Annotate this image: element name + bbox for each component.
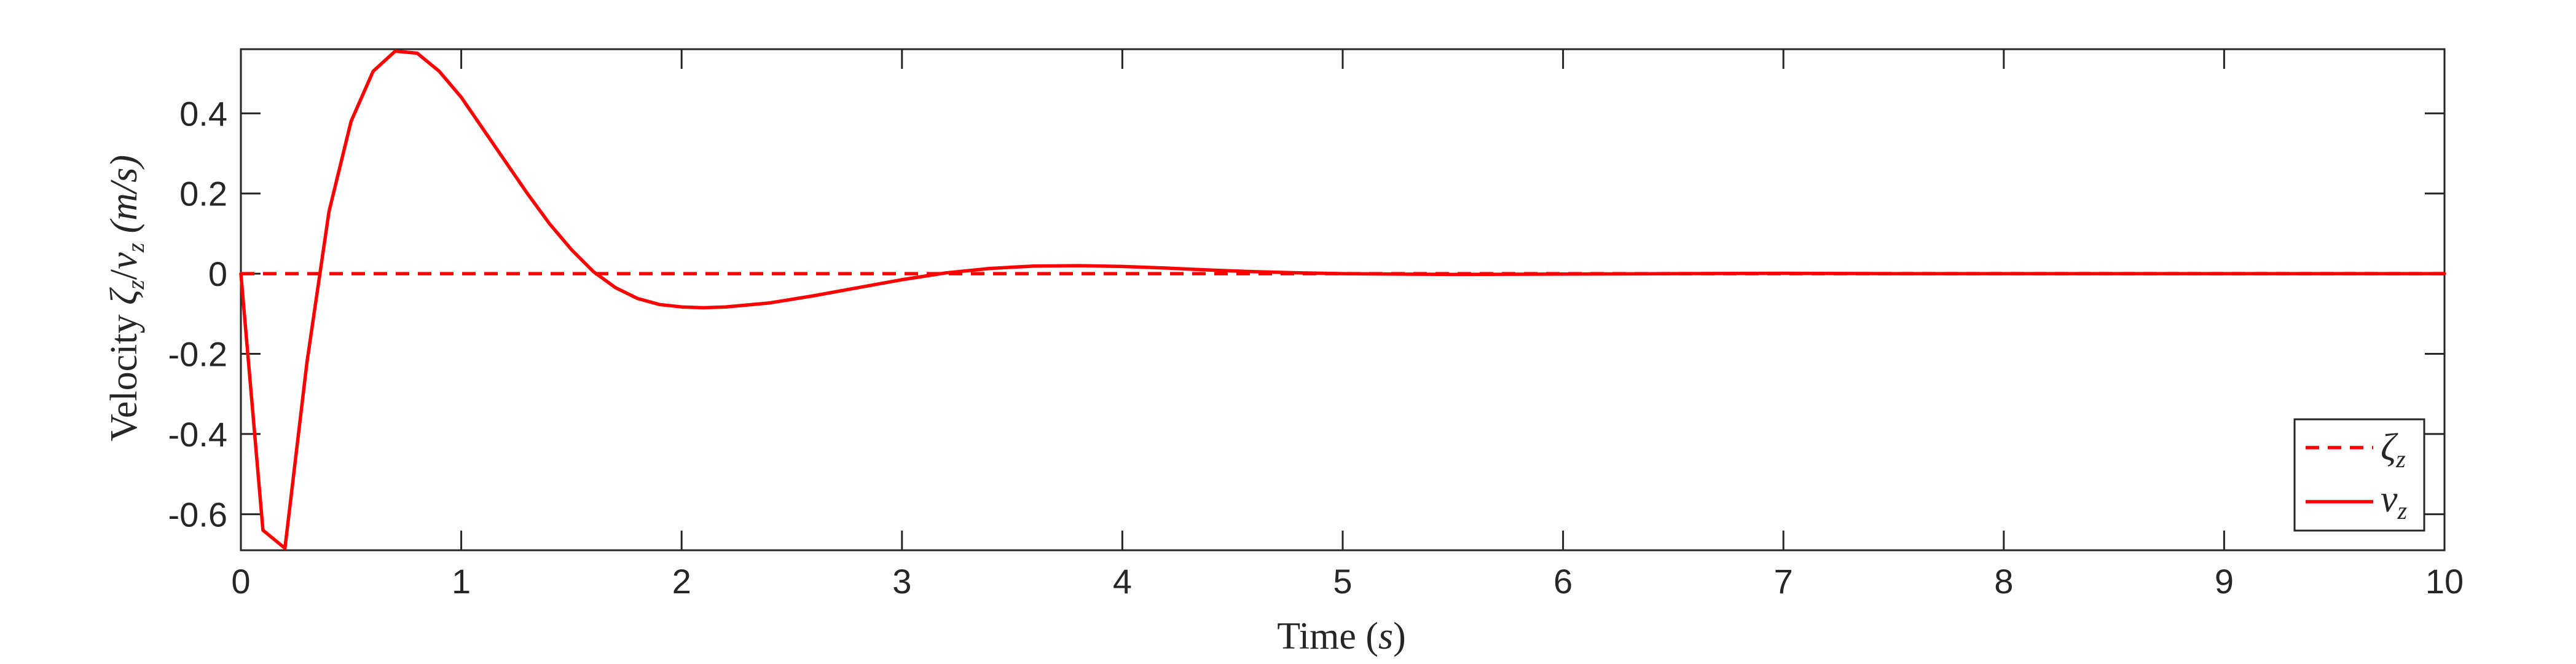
y-tick-label: -0.2 (168, 335, 228, 374)
y-tick-label: -0.6 (168, 495, 228, 534)
legend-box (2293, 418, 2425, 532)
x-axis-label: Time (s) (1277, 615, 1406, 657)
x-tick-label: 0 (231, 562, 250, 601)
tick-labels: 0 1 2 3 4 5 6 7 8 9 10 -0.6 -0.4 -0.2 0 0.2 0.4 (168, 94, 2464, 601)
x-tick-label: 3 (892, 562, 911, 601)
y-axis-label: Velocity ζz/vz (m/s) (103, 155, 149, 441)
series-v-line (239, 49, 2446, 550)
x-tick-label: 4 (1113, 562, 1132, 601)
x-tick-label: 9 (2215, 562, 2234, 601)
legend-v-label: vz (2381, 478, 2408, 524)
y-tick-label: 0.4 (179, 94, 227, 133)
x-tick-label: 5 (1333, 562, 1352, 601)
legend-zeta-label: ζz (2381, 427, 2406, 473)
series-group (239, 49, 2446, 550)
x-tick-label: 10 (2425, 562, 2464, 601)
x-tick-label: 2 (672, 562, 691, 601)
x-tick-label: 6 (1553, 562, 1573, 601)
x-tick-label: 7 (1774, 562, 1793, 601)
x-tick-label: 1 (452, 562, 471, 601)
x-tick-label: 8 (1994, 562, 2013, 601)
legend: ζz vz (2293, 418, 2425, 532)
y-tick-label: -0.4 (168, 415, 228, 454)
axis-ticks (240, 49, 2446, 550)
plot-frame (240, 48, 2446, 551)
plot-area (240, 48, 2446, 551)
y-tick-label: 0 (208, 255, 227, 293)
y-tick-label: 0.2 (179, 175, 227, 213)
